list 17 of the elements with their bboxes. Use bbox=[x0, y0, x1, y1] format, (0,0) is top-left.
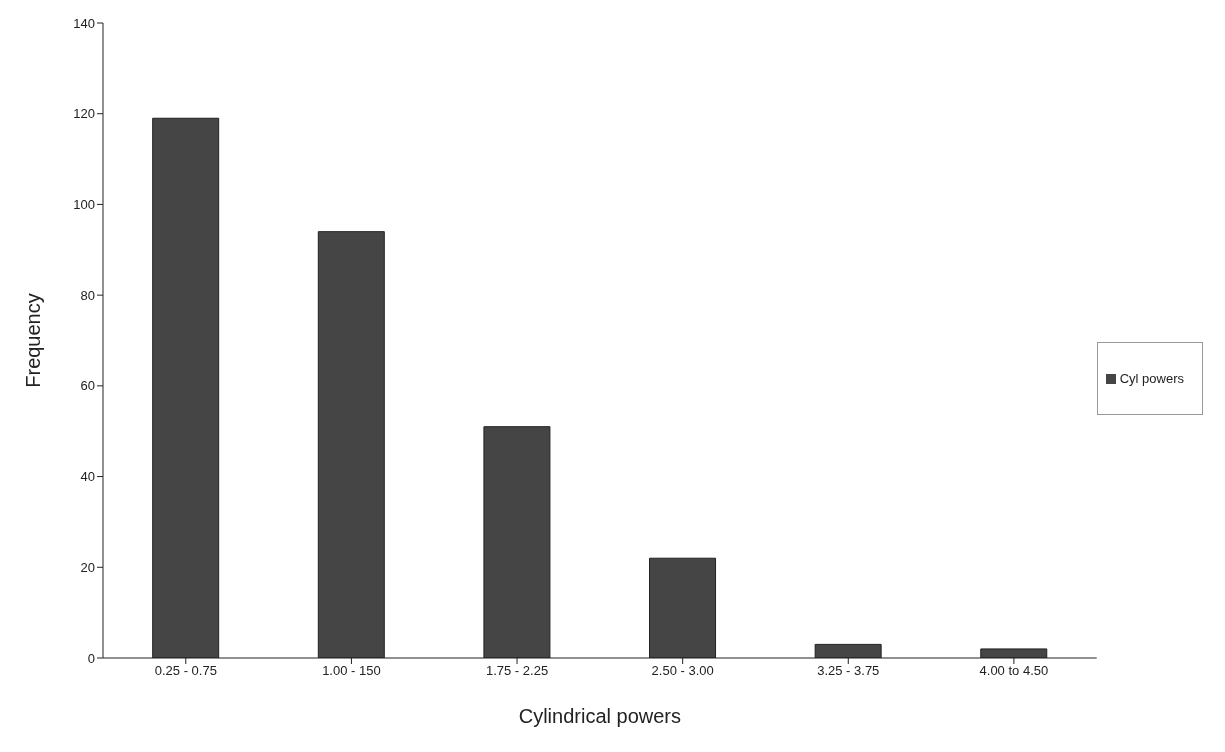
x-tick-label: 0.25 - 0.75 bbox=[154, 663, 217, 679]
x-tick-label: 1.75 - 2.25 bbox=[485, 663, 549, 679]
y-tick-label: 80 bbox=[80, 287, 95, 303]
y-tick-label: 20 bbox=[80, 559, 95, 575]
x-tick-label: 1.00 - 150 bbox=[322, 663, 381, 679]
y-tick-label: 120 bbox=[73, 106, 95, 122]
y-tick-label: 0 bbox=[87, 650, 95, 666]
y-tick-label: 40 bbox=[80, 469, 95, 485]
y-tick-label: 60 bbox=[80, 378, 95, 394]
y-axis-title: Frequency bbox=[22, 293, 45, 388]
x-tick-label: 4.00 to 4.50 bbox=[979, 663, 1049, 679]
legend-label: Cyl powers bbox=[1119, 370, 1184, 386]
x-tick-label: 3.25 - 3.75 bbox=[817, 663, 880, 679]
x-axis-title: Cylindrical powers bbox=[518, 705, 681, 727]
y-tick-label: 140 bbox=[73, 15, 95, 31]
x-tick-label: 2.50 - 3.00 bbox=[651, 663, 714, 679]
y-tick-label: 100 bbox=[73, 197, 95, 213]
